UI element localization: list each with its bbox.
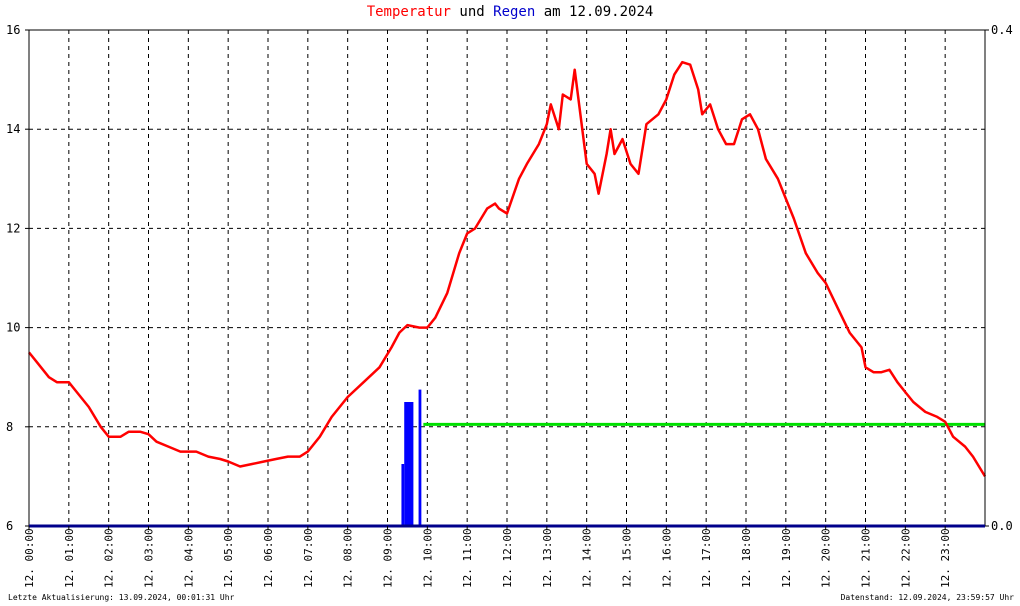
title-temperature: Temperatur [366,4,451,20]
temperature-line [28,60,987,478]
x-tick-label: 12. 23:00 [939,528,952,588]
x-tick-label: 12. 04:00 [182,528,195,588]
y-tick-label-left: 6 [6,519,13,533]
x-tick-label: 12. 07:00 [302,528,315,588]
x-tick-label: 12. 05:00 [222,528,235,588]
x-tick-label: 12. 01:00 [63,528,76,588]
axis-layer [25,29,989,530]
x-tick-label: 12. 14:00 [581,528,594,588]
x-tick-label: 12. 00:00 [23,528,36,588]
x-tick-label: 12. 22:00 [899,528,912,588]
tick-labels: 6 8 10 12 14 16 0.0 0.4 12. 00:00 12. 01:00 12. 02… [6,23,1013,588]
x-tick-label: 12. 21:00 [860,528,873,588]
x-tick-label: 12. 18:00 [740,528,753,588]
y-tick-label-left: 16 [6,23,20,37]
grid-layer [29,30,985,526]
rain-bar [418,389,422,526]
y-tick-label-left: 12 [6,221,20,235]
footer-last-update: Letzte Aktualisierung: 13.09.2024, 00:01… [8,593,235,602]
x-tick-label: 12. 02:00 [103,528,116,588]
x-tick-label: 12. 17:00 [700,528,713,588]
x-tick-label: 12. 19:00 [780,528,793,588]
temperature-line-group [28,60,987,478]
x-tick-label: 12. 13:00 [541,528,554,588]
rain-bar [404,402,414,526]
footer-data-status: Datenstand: 12.09.2024, 23:59:57 Uhr [840,593,1014,602]
x-tick-label: 12. 11:00 [461,528,474,588]
y-tick-label-right: 0.4 [991,23,1013,37]
y-tick-label-left: 14 [6,122,20,136]
title-rain: Regen [493,4,536,20]
title-date: am 12.09.2024 [535,4,654,20]
x-tick-label: 12. 10:00 [421,528,434,588]
y-tick-label-right: 0.0 [991,519,1013,533]
y-tick-label-left: 10 [6,321,20,335]
title-und: und [450,4,494,20]
y-tick-label-left: 8 [6,420,13,434]
rain-bar [401,464,405,526]
x-tick-label: 12. 09:00 [382,528,395,588]
x-tick-label: 12. 16:00 [660,528,673,588]
x-tick-label: 12. 06:00 [262,528,275,588]
x-tick-label: 12. 12:00 [501,528,514,588]
x-tick-label: 12. 20:00 [820,528,833,588]
x-tick-label: 12. 08:00 [342,528,355,588]
x-tick-label: 12. 03:00 [143,528,156,588]
rain-bars [401,389,422,526]
x-tick-label: 12. 15:00 [621,528,634,588]
chart-title: Temperatur und Regen am 12.09.2024 [0,4,1020,20]
